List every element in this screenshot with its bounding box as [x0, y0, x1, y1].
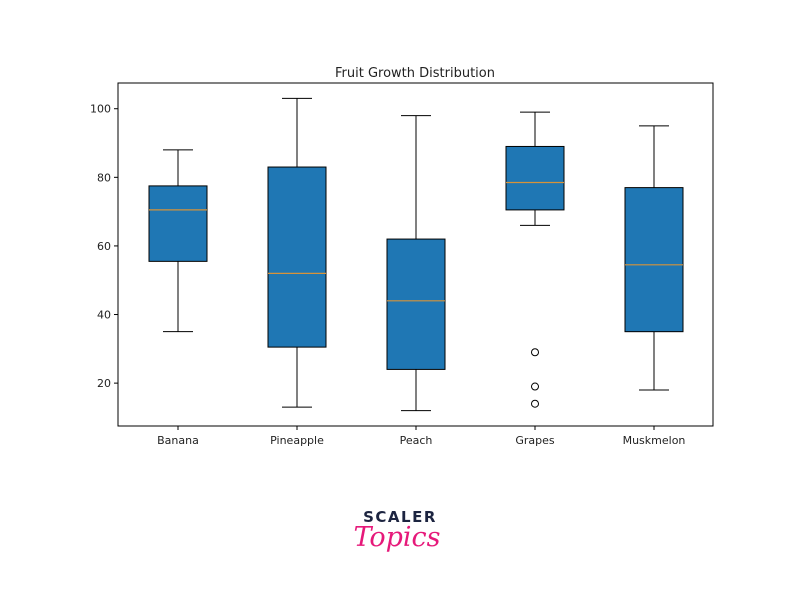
x-tick-label: Pineapple: [270, 434, 324, 447]
x-tick-label: Grapes: [515, 434, 555, 447]
y-tick-label: 60: [97, 240, 111, 253]
y-tick-label: 100: [90, 103, 111, 116]
outlier-point: [531, 399, 539, 408]
box-pineapple: [267, 166, 327, 348]
outlier-point: [531, 382, 539, 391]
logo-bottom-text: Topics: [353, 522, 441, 553]
x-tick-label: Peach: [400, 434, 433, 447]
box-muskmelon: [624, 187, 684, 333]
box-peach: [386, 238, 446, 370]
y-tick-label: 40: [97, 309, 111, 322]
y-tick-label: 80: [97, 171, 111, 184]
scaler-topics-logo: SCALER Topics: [340, 508, 460, 574]
outlier-point: [531, 348, 539, 357]
chart-title: Fruit Growth Distribution: [335, 66, 495, 81]
x-tick-label: Muskmelon: [623, 434, 686, 447]
x-tick-label: Banana: [157, 434, 199, 447]
box-banana: [148, 185, 208, 262]
y-tick-label: 20: [97, 377, 111, 390]
logo-top-text: SCALER: [363, 508, 437, 526]
box-grapes: [505, 145, 565, 211]
